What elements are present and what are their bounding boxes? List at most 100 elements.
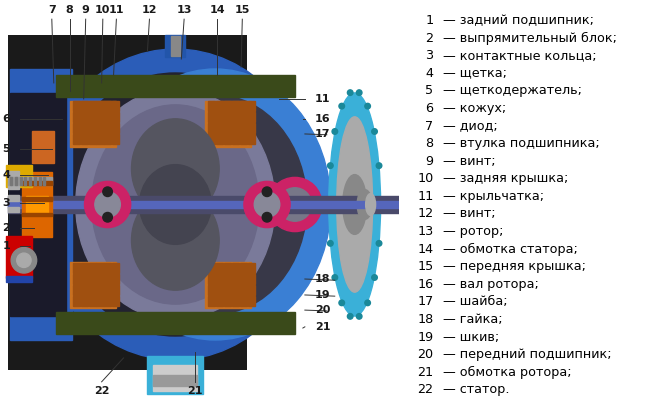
Circle shape	[327, 241, 333, 246]
Text: 2: 2	[2, 224, 10, 233]
Bar	[112, 134, 119, 144]
Circle shape	[95, 192, 121, 217]
Bar	[97, 296, 104, 306]
Bar	[104, 296, 111, 306]
Bar	[56, 75, 295, 97]
Bar	[81, 134, 88, 144]
Bar	[232, 123, 239, 133]
Bar	[224, 112, 231, 122]
Text: — винт;: — винт;	[443, 155, 496, 168]
Bar	[104, 262, 111, 273]
Bar	[6, 276, 32, 282]
Ellipse shape	[139, 165, 211, 244]
Bar	[6, 237, 32, 278]
Bar	[104, 285, 111, 295]
Bar	[43, 177, 45, 185]
Bar	[209, 285, 216, 295]
Text: 8: 8	[425, 137, 434, 150]
Bar	[29, 177, 31, 185]
Bar	[25, 177, 27, 185]
Text: 2: 2	[425, 32, 434, 45]
Bar	[154, 364, 197, 390]
Bar	[209, 134, 216, 144]
Text: — передний подшипник;: — передний подшипник;	[443, 348, 612, 361]
Bar	[104, 101, 111, 111]
Ellipse shape	[337, 117, 373, 292]
Text: 11: 11	[417, 190, 434, 203]
Circle shape	[278, 188, 312, 221]
Circle shape	[254, 192, 280, 217]
Ellipse shape	[124, 95, 307, 314]
Bar	[216, 112, 224, 122]
Bar	[73, 123, 80, 133]
Text: — крыльчатка;: — крыльчатка;	[443, 190, 544, 203]
Text: 21: 21	[187, 386, 203, 396]
Bar	[73, 112, 80, 122]
Circle shape	[326, 202, 332, 207]
Bar	[224, 101, 231, 111]
Bar	[240, 112, 247, 122]
Text: 5: 5	[3, 144, 10, 154]
Text: — вал ротора;: — вал ротора;	[443, 278, 538, 291]
Bar	[209, 112, 216, 122]
Text: — задний подшипник;: — задний подшипник;	[443, 14, 594, 27]
Bar	[73, 285, 80, 295]
Bar	[232, 134, 239, 144]
Bar	[154, 381, 197, 386]
Bar	[232, 285, 239, 295]
Bar	[8, 207, 19, 213]
Bar	[32, 131, 54, 163]
Text: 9: 9	[425, 155, 434, 168]
Text: 15: 15	[235, 5, 250, 15]
Bar	[39, 177, 41, 185]
Bar	[89, 112, 96, 122]
Bar	[165, 35, 185, 57]
Text: 18: 18	[417, 313, 434, 326]
Text: — передняя крышка;: — передняя крышка;	[443, 260, 586, 273]
Circle shape	[262, 187, 272, 196]
Bar	[216, 262, 224, 273]
Text: 1: 1	[2, 241, 10, 252]
Text: 16: 16	[315, 114, 330, 124]
Text: 22: 22	[94, 386, 110, 396]
Bar	[73, 134, 80, 144]
Bar	[205, 101, 251, 147]
Bar	[112, 123, 119, 133]
Text: 20: 20	[315, 305, 330, 315]
Bar	[8, 196, 406, 213]
Ellipse shape	[357, 190, 372, 220]
Text: — щеткодержатель;: — щеткодержатель;	[443, 84, 582, 97]
Bar	[240, 101, 247, 111]
Text: 10: 10	[95, 5, 111, 15]
Ellipse shape	[365, 194, 376, 215]
Bar	[81, 123, 88, 133]
Bar	[240, 262, 247, 273]
Text: 19: 19	[315, 290, 330, 300]
Bar	[89, 273, 96, 284]
Bar	[97, 123, 104, 133]
Text: 14: 14	[209, 5, 225, 15]
Text: 5: 5	[425, 84, 434, 97]
Circle shape	[84, 181, 131, 228]
Text: 3: 3	[425, 49, 434, 62]
Bar	[70, 262, 115, 308]
Text: 14: 14	[417, 243, 434, 256]
Text: 20: 20	[417, 348, 434, 361]
Bar	[8, 171, 19, 177]
Bar	[104, 134, 111, 144]
Bar	[21, 213, 52, 216]
Bar	[22, 172, 52, 237]
Bar	[8, 35, 247, 370]
Circle shape	[103, 213, 112, 222]
Text: — кожух;: — кожух;	[443, 102, 506, 115]
Text: 21: 21	[417, 366, 434, 379]
Bar	[10, 177, 12, 185]
Bar	[209, 101, 216, 111]
Bar	[248, 101, 255, 111]
Bar	[209, 273, 216, 284]
Bar	[112, 285, 119, 295]
Circle shape	[372, 129, 377, 134]
Bar	[232, 262, 239, 273]
Bar	[89, 262, 96, 273]
Ellipse shape	[343, 175, 367, 234]
